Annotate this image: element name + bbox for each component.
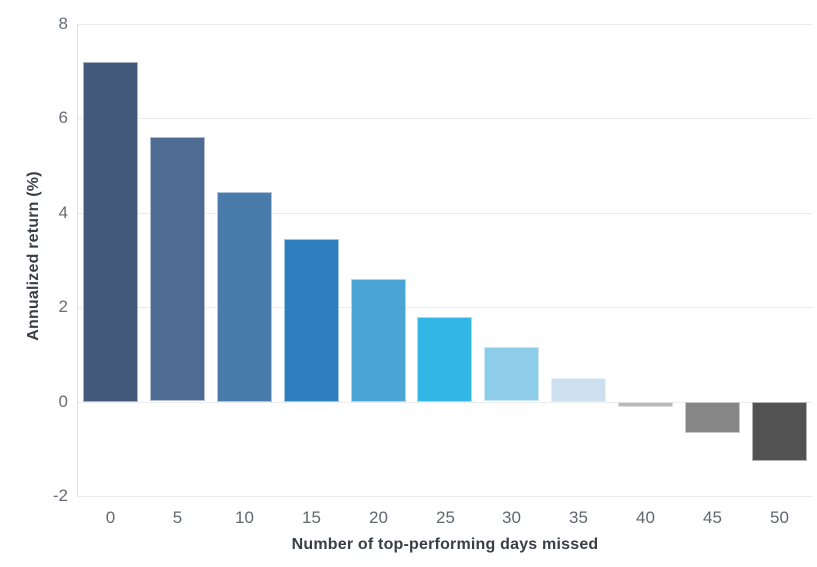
x-tick-label: 10 <box>235 508 254 527</box>
x-axis-title: Number of top-performing days missed <box>291 536 599 553</box>
x-tick-label: 0 <box>105 508 116 527</box>
y-tick-label: 0 <box>58 392 68 411</box>
y-axis-line <box>77 24 78 496</box>
x-tick-label: 25 <box>436 508 455 527</box>
gridline-y-0 <box>77 402 813 403</box>
bar-35 <box>551 378 606 402</box>
bar-0 <box>83 62 138 402</box>
y-tick-label: 8 <box>58 14 68 33</box>
bar-50 <box>752 402 807 461</box>
x-tick-label: 20 <box>369 508 388 527</box>
x-tick-label: 35 <box>569 508 588 527</box>
gridline-y-8 <box>77 24 813 25</box>
y-tick-label: 6 <box>58 108 68 127</box>
bar-10 <box>217 192 272 402</box>
gridline-y-6 <box>77 118 813 119</box>
bar-25 <box>417 317 472 402</box>
bar-20 <box>351 279 406 402</box>
bar-40 <box>618 402 673 407</box>
gridline-y-4 <box>77 213 813 214</box>
x-tick-label: 30 <box>502 508 521 527</box>
y-tick-label: 4 <box>58 203 68 222</box>
x-tick-label: 45 <box>703 508 722 527</box>
bar-15 <box>284 239 339 402</box>
y-tick-label: 2 <box>58 297 68 316</box>
y-tick-label: -2 <box>52 486 68 505</box>
x-tick-label: 15 <box>302 508 321 527</box>
bar-5 <box>150 137 205 401</box>
gridline-y--2 <box>77 496 813 497</box>
x-tick-label: 50 <box>770 508 789 527</box>
gridline-y-2 <box>77 307 813 308</box>
bar-30 <box>484 347 539 401</box>
x-tick-label: 5 <box>172 508 183 527</box>
bar-45 <box>685 402 740 433</box>
x-tick-label: 40 <box>636 508 655 527</box>
